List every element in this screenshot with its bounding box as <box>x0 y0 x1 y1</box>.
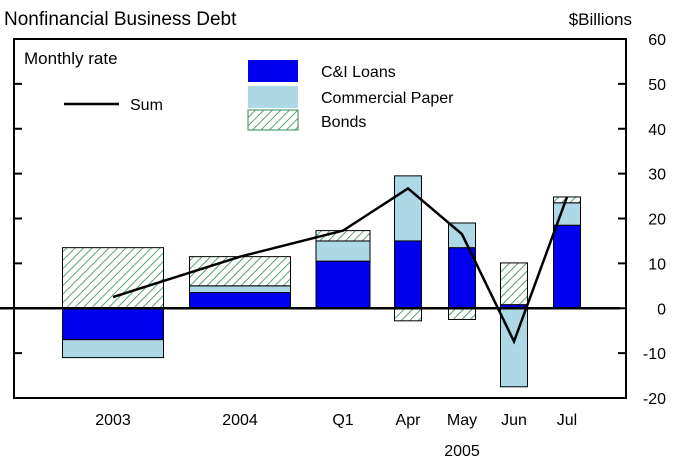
bar-bonds-apr <box>394 307 422 322</box>
bar-commercial-paper-q1 <box>315 240 371 262</box>
y-tick-label: 10 <box>648 256 666 273</box>
x-tick-label-may: May <box>447 412 477 429</box>
bars-layer <box>62 175 581 388</box>
legend-label-sum: Sum <box>130 97 163 114</box>
chart-title: Nonfinancial Business Debt <box>4 9 237 30</box>
y-tick-label: 30 <box>648 167 666 184</box>
y-tick-label: 20 <box>648 212 666 229</box>
y-tick-label: 40 <box>648 122 666 139</box>
legend-label-bonds: Bonds <box>321 114 366 131</box>
y-tick-label: -10 <box>643 346 666 363</box>
legend-swatch-ci-loans <box>248 60 298 82</box>
y-axis-unit-label: $Billions <box>569 10 632 29</box>
x-tick-label-jul: Jul <box>557 412 577 429</box>
bar-commercial-paper-2004 <box>189 285 291 294</box>
x-tick-label-jun: Jun <box>501 412 527 429</box>
x-tick-label-2003: 2003 <box>95 412 131 429</box>
y-tick-label: 60 <box>648 32 666 49</box>
legend-swatch-bonds <box>247 109 299 131</box>
y-axis-ticks: -20 -10 0 10 20 30 40 50 60 <box>14 32 666 408</box>
bar-bonds-may <box>448 307 476 320</box>
x-tick-label-q1: Q1 <box>332 412 353 429</box>
bar-bonds-2004 <box>189 256 291 287</box>
sum-line <box>112 186 569 345</box>
x-axis-labels: 2003 2004 Q1 Apr May Jun Jul <box>95 412 577 429</box>
year-group-label: 2005 <box>444 443 480 460</box>
legend: C&I Loans Commercial Paper Bonds Sum <box>64 60 454 131</box>
bar-c-i-loans-2003 <box>62 307 164 341</box>
bar-c-i-loans-q1 <box>315 260 371 309</box>
bar-commercial-paper-apr <box>394 175 422 242</box>
bar-c-i-loans-may <box>448 247 476 309</box>
y-tick-label: -20 <box>643 391 666 408</box>
bar-c-i-loans-jul <box>553 224 581 309</box>
legend-label-ci-loans: C&I Loans <box>321 64 396 81</box>
y-tick-label: 50 <box>648 77 666 94</box>
legend-swatch-commercial-paper <box>248 86 298 108</box>
x-tick-label-apr: Apr <box>396 412 422 429</box>
bar-c-i-loans-2004 <box>189 292 291 309</box>
chart-subtitle: Monthly rate <box>24 49 118 68</box>
legend-label-commercial-paper: Commercial Paper <box>321 90 454 107</box>
bar-c-i-loans-apr <box>394 240 422 309</box>
bar-bonds-2003 <box>62 247 164 309</box>
x-tick-label-2004: 2004 <box>222 412 258 429</box>
bar-commercial-paper-2003 <box>62 339 164 359</box>
bar-bonds-jun <box>500 262 528 306</box>
y-tick-label: 0 <box>657 301 666 318</box>
